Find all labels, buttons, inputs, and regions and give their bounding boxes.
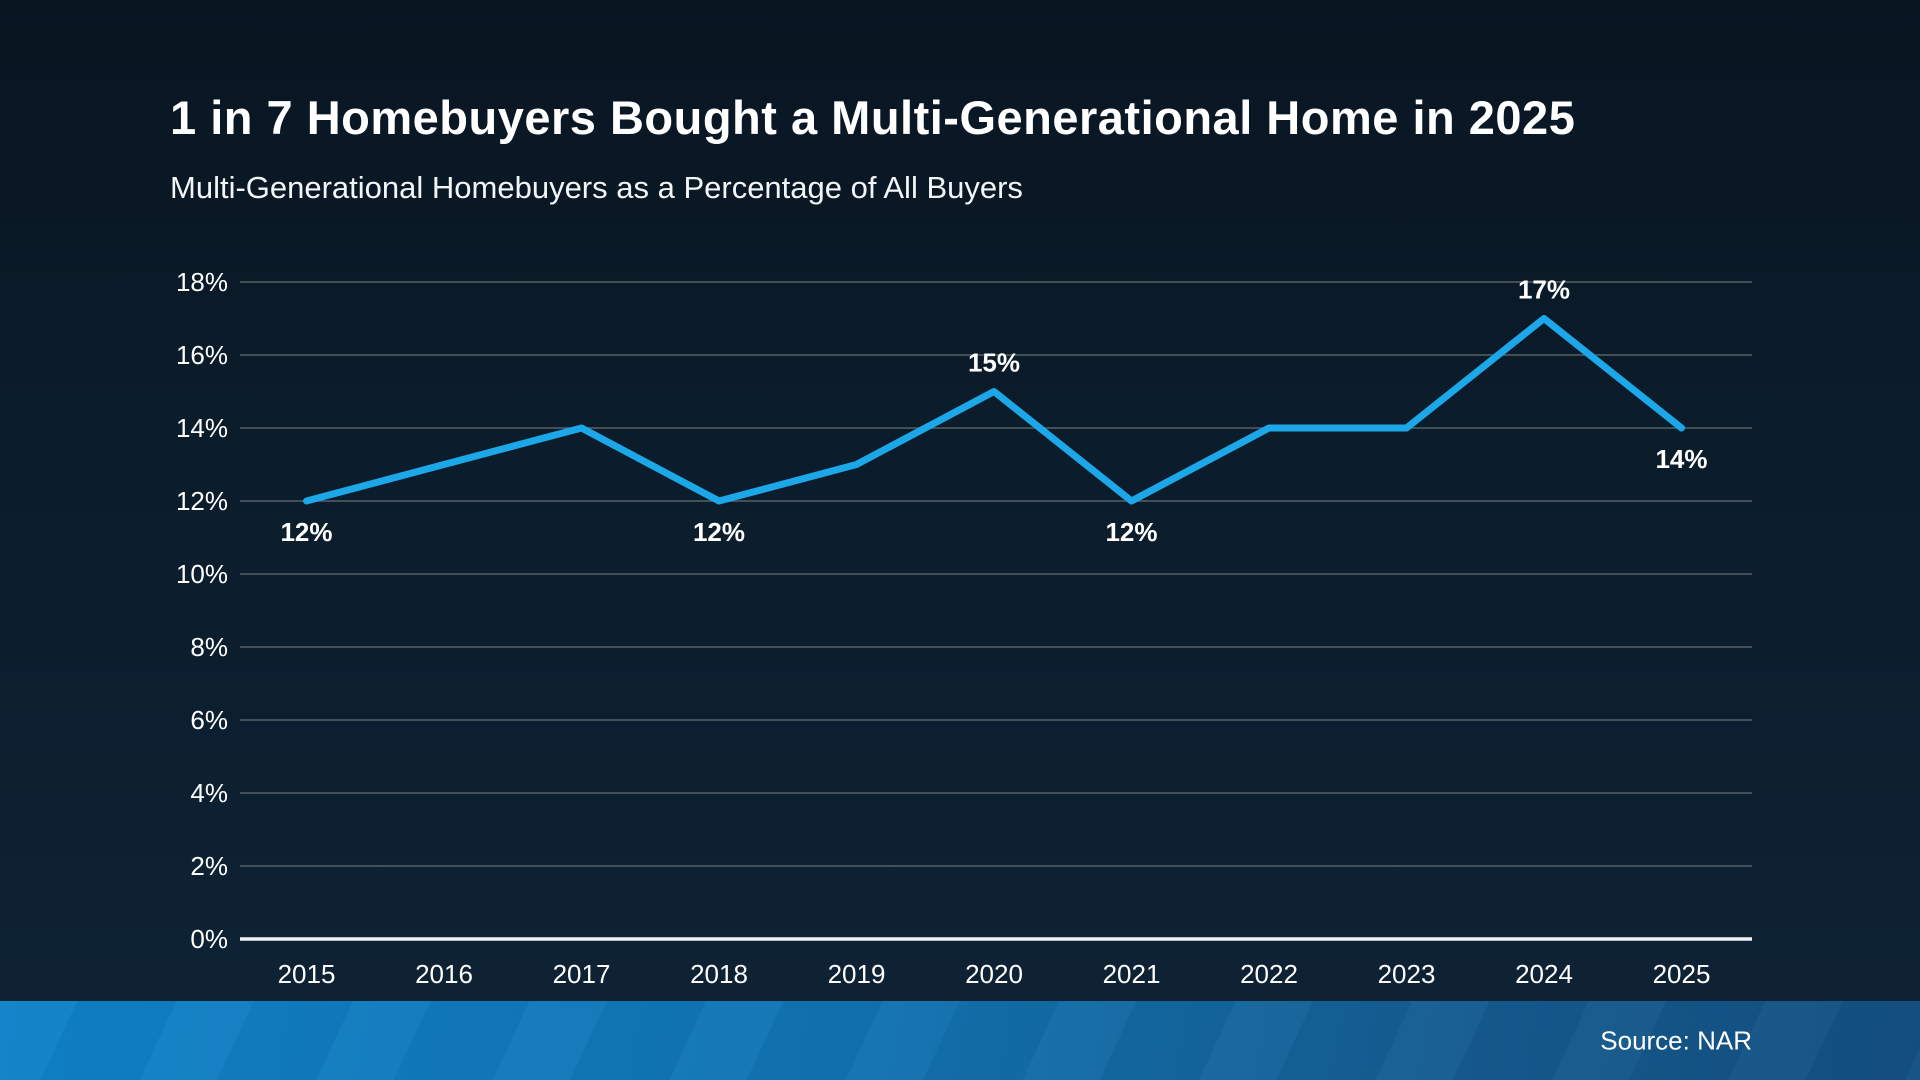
data-point-label: 12% (693, 517, 745, 547)
data-point-label: 15% (968, 348, 1020, 378)
chart-subtitle: Multi-Generational Homebuyers as a Perce… (170, 170, 1023, 205)
y-tick-label: 18% (176, 267, 228, 297)
y-tick-label: 16% (176, 340, 228, 370)
x-tick-label: 2020 (965, 959, 1023, 989)
x-tick-label: 2024 (1515, 959, 1573, 989)
y-tick-label: 8% (190, 632, 228, 662)
data-point-label: 12% (280, 517, 332, 547)
x-tick-label: 2015 (278, 959, 336, 989)
y-tick-label: 12% (176, 486, 228, 516)
x-tick-label: 2016 (415, 959, 473, 989)
x-tick-label: 2023 (1378, 959, 1436, 989)
trend-line (303, 315, 1685, 505)
x-tick-label: 2022 (1240, 959, 1298, 989)
y-tick-label: 4% (190, 778, 228, 808)
y-tick-label: 0% (190, 924, 228, 954)
source-label: Source: NAR (1600, 1025, 1752, 1055)
chart-title: 1 in 7 Homebuyers Bought a Multi-Generat… (170, 91, 1576, 144)
y-tick-label: 6% (190, 705, 228, 735)
x-tick-label: 2025 (1653, 959, 1711, 989)
footer-bar: Source: NAR (0, 1001, 1920, 1080)
y-tick-label: 10% (176, 559, 228, 589)
x-tick-label: 2019 (828, 959, 886, 989)
data-point-label: 14% (1655, 444, 1707, 474)
x-tick-label: 2018 (690, 959, 748, 989)
y-tick-label: 14% (176, 413, 228, 443)
data-point-label: 12% (1105, 517, 1157, 547)
y-tick-label: 2% (190, 851, 228, 881)
data-point-label: 17% (1518, 275, 1570, 305)
x-tick-label: 2021 (1103, 959, 1161, 989)
x-tick-label: 2017 (553, 959, 611, 989)
